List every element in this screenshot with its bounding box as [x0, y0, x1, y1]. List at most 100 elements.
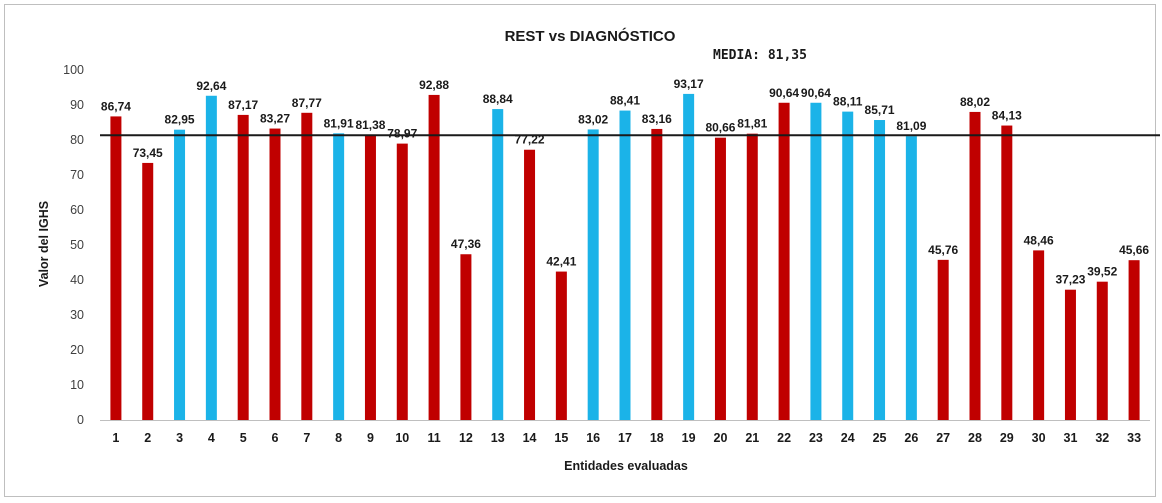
x-tick-label: 14: [523, 431, 537, 445]
bar: [396, 143, 408, 421]
chart-frame: [4, 4, 1156, 497]
data-label: 83,02: [578, 112, 608, 126]
x-tick-label: 33: [1127, 431, 1141, 445]
data-label: 42,41: [546, 255, 576, 269]
bar: [587, 129, 599, 420]
x-tick-label: 20: [714, 431, 728, 445]
bar: [174, 129, 186, 421]
data-label: 81,91: [324, 116, 354, 130]
x-tick-label: 13: [491, 431, 505, 445]
x-tick-label: 6: [272, 431, 279, 445]
bar: [1064, 289, 1076, 420]
data-label: 48,46: [1024, 233, 1054, 247]
data-label: 81,09: [896, 119, 926, 133]
bar: [874, 120, 886, 420]
data-label: 90,64: [801, 86, 831, 100]
y-tick-label: 70: [70, 168, 84, 182]
x-tick-label: 29: [1000, 431, 1014, 445]
bar: [269, 128, 281, 420]
y-axis-title: Valor del IGHS: [37, 201, 51, 287]
bar: [683, 93, 695, 420]
x-tick-label: 19: [682, 431, 696, 445]
bar: [1033, 250, 1045, 420]
bar: [778, 102, 790, 420]
data-label: 80,66: [705, 121, 735, 135]
y-tick-label: 90: [70, 98, 84, 112]
bar: [237, 114, 249, 420]
data-label: 39,52: [1087, 265, 1117, 279]
x-tick-label: 1: [112, 431, 119, 445]
data-label: 88,11: [833, 95, 863, 109]
data-label: 86,74: [101, 99, 131, 113]
data-label: 92,64: [196, 79, 226, 93]
bar: [1128, 260, 1140, 420]
data-label: 93,17: [674, 77, 704, 91]
bar: [905, 136, 917, 420]
x-tick-label: 23: [809, 431, 823, 445]
bar: [524, 149, 536, 421]
bar: [810, 102, 822, 420]
x-tick-label: 10: [395, 431, 409, 445]
x-tick-label: 3: [176, 431, 183, 445]
x-tick-label: 26: [904, 431, 918, 445]
data-label: 88,84: [483, 92, 513, 106]
bar: [428, 94, 440, 421]
bar: [1096, 281, 1108, 420]
data-label: 82,95: [165, 113, 195, 127]
data-label: 87,17: [228, 98, 258, 112]
y-tick-label: 40: [70, 273, 84, 287]
x-tick-label: 16: [586, 431, 600, 445]
x-tick-label: 9: [367, 431, 374, 445]
mean-label: MEDIA: 81,35: [713, 48, 807, 63]
y-tick-label: 50: [70, 238, 84, 252]
bar: [333, 133, 345, 420]
data-label: 45,76: [928, 243, 958, 257]
y-tick-label: 80: [70, 133, 84, 147]
y-tick-label: 100: [63, 63, 84, 77]
bar: [205, 95, 217, 420]
bar: [651, 128, 663, 420]
x-tick-label: 8: [335, 431, 342, 445]
data-label: 88,41: [610, 94, 640, 108]
bar: [714, 137, 726, 420]
bar: [364, 135, 376, 421]
y-tick-label: 0: [77, 413, 84, 427]
y-tick-label: 60: [70, 203, 84, 217]
data-label: 78,97: [387, 127, 417, 141]
bar: [110, 116, 122, 420]
data-label: 47,36: [451, 237, 481, 251]
bar: [460, 254, 472, 420]
data-label: 90,64: [769, 86, 799, 100]
data-label: 81,81: [737, 117, 767, 131]
bar: [619, 110, 631, 420]
data-label: 73,45: [133, 146, 163, 160]
bar: [1001, 125, 1013, 421]
x-tick-label: 7: [303, 431, 310, 445]
data-label: 88,02: [960, 95, 990, 109]
x-tick-label: 5: [240, 431, 247, 445]
bar: [142, 162, 154, 421]
x-tick-label: 2: [144, 431, 151, 445]
bar: [969, 111, 981, 421]
x-tick-label: 11: [427, 431, 440, 445]
data-label: 84,13: [992, 109, 1022, 123]
x-tick-label: 32: [1095, 431, 1109, 445]
bar: [937, 259, 949, 420]
data-label: 45,66: [1119, 243, 1149, 257]
bar: [842, 111, 854, 421]
bar: [301, 112, 313, 421]
x-tick-label: 28: [968, 431, 982, 445]
x-tick-label: 12: [459, 431, 473, 445]
x-tick-label: 4: [208, 431, 215, 445]
data-label: 81,38: [355, 118, 385, 132]
x-tick-label: 21: [745, 431, 759, 445]
plot-area: 0 10 20 30 40 50 60 70 80 90 100 86,74 1 73,45 2 82,95 3…: [63, 63, 1160, 445]
data-label: 37,23: [1055, 273, 1085, 287]
chart-title: REST vs DIAGNÓSTICO: [505, 27, 676, 45]
x-tick-label: 17: [618, 431, 632, 445]
x-tick-label: 27: [936, 431, 950, 445]
y-tick-label: 20: [70, 343, 84, 357]
y-tick-label: 30: [70, 308, 84, 322]
y-tick-label: 10: [70, 378, 84, 392]
